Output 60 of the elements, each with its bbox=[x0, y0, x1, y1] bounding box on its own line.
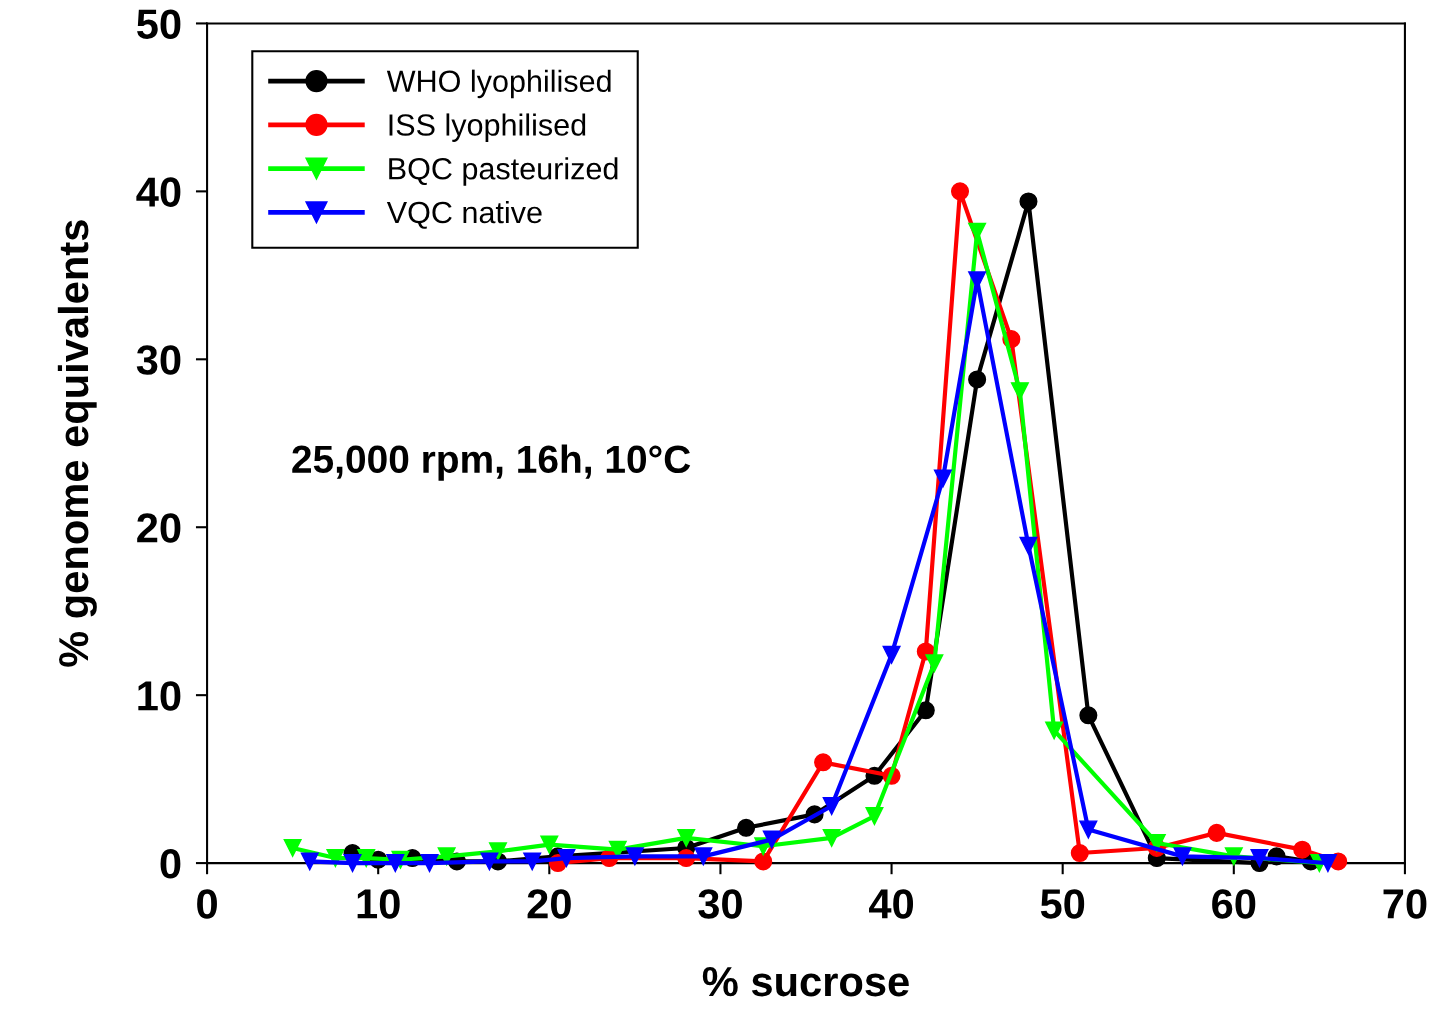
point bbox=[540, 835, 559, 854]
point bbox=[283, 838, 302, 858]
legend-label: ISS lyophilised bbox=[389, 113, 586, 142]
point bbox=[386, 854, 405, 873]
point bbox=[480, 852, 499, 871]
point bbox=[1019, 192, 1038, 211]
point bbox=[1293, 840, 1312, 859]
point bbox=[916, 701, 935, 720]
x-tick-label: 0 bbox=[197, 889, 217, 919]
point bbox=[694, 847, 713, 866]
y-tick-label: 0 bbox=[160, 849, 181, 879]
point bbox=[1045, 721, 1064, 740]
y-tick-label: 40 bbox=[136, 177, 181, 207]
x-tick-label: 10 bbox=[357, 889, 400, 919]
x-tick-label: 60 bbox=[1212, 889, 1256, 919]
point bbox=[822, 796, 841, 816]
point bbox=[625, 847, 644, 866]
x-tick-label: 50 bbox=[1040, 889, 1085, 919]
point bbox=[343, 854, 362, 873]
point bbox=[437, 847, 456, 866]
y-tick-label: 50 bbox=[137, 9, 181, 39]
x-tick-label: 30 bbox=[698, 889, 742, 919]
point bbox=[488, 842, 508, 861]
annotation: 25,000 rpm, 16h, 10°C bbox=[292, 444, 691, 481]
legend-label: BQC pasteurized bbox=[389, 157, 618, 186]
point bbox=[557, 849, 576, 868]
y-tick-label: 10 bbox=[138, 681, 181, 711]
point bbox=[677, 828, 696, 847]
y-tick-label: 30 bbox=[136, 345, 181, 375]
x-tick-label: 70 bbox=[1383, 889, 1427, 919]
point bbox=[1070, 843, 1089, 863]
point bbox=[950, 182, 970, 201]
x-tick-label: 20 bbox=[527, 889, 571, 919]
point bbox=[300, 852, 319, 871]
point bbox=[1079, 820, 1098, 839]
point bbox=[814, 753, 833, 772]
point bbox=[822, 828, 841, 847]
x-tick-label: 40 bbox=[869, 889, 914, 919]
point bbox=[1318, 854, 1337, 873]
point bbox=[925, 654, 944, 673]
point bbox=[762, 830, 781, 849]
point bbox=[420, 854, 439, 873]
point bbox=[523, 852, 542, 871]
point bbox=[1079, 706, 1098, 725]
point bbox=[865, 807, 884, 826]
point bbox=[1019, 536, 1038, 555]
point bbox=[882, 645, 901, 664]
point bbox=[933, 469, 952, 488]
point bbox=[1173, 847, 1192, 866]
legend-label: VQC native bbox=[386, 200, 542, 229]
point bbox=[968, 370, 987, 389]
legend-label: WHO lyophilised bbox=[386, 69, 611, 99]
point bbox=[1010, 382, 1029, 401]
y-axis-title: % genome equivalents bbox=[57, 220, 97, 667]
y-tick-label: 20 bbox=[137, 513, 181, 543]
x-axis-title: % sucrose bbox=[702, 967, 909, 997]
point bbox=[1250, 849, 1269, 868]
point bbox=[1207, 823, 1226, 842]
point bbox=[754, 852, 773, 871]
point bbox=[737, 818, 756, 837]
